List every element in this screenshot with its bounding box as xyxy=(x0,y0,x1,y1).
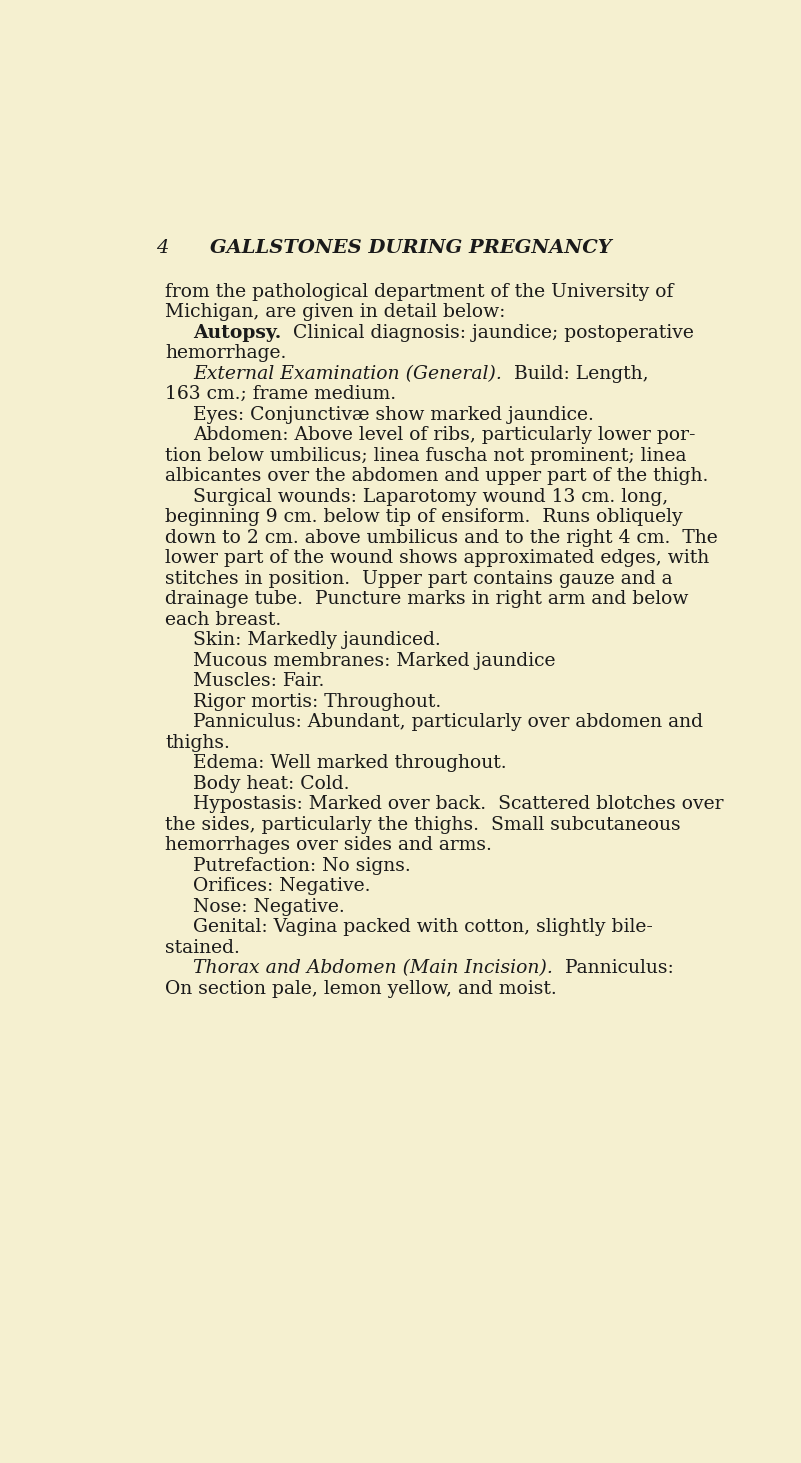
Text: Edema: Well marked throughout.: Edema: Well marked throughout. xyxy=(193,753,507,772)
Text: Clinical diagnosis: jaundice; postoperative: Clinical diagnosis: jaundice; postoperat… xyxy=(281,323,694,341)
Text: Build: Length,: Build: Length, xyxy=(502,364,649,383)
Text: albicantes over the abdomen and upper part of the thigh.: albicantes over the abdomen and upper pa… xyxy=(165,467,709,486)
Text: beginning 9 cm. below tip of ensiform.  Runs obliquely: beginning 9 cm. below tip of ensiform. R… xyxy=(165,508,683,527)
Text: GALLSTONES DURING PREGNANCY: GALLSTONES DURING PREGNANCY xyxy=(210,238,611,256)
Text: down to 2 cm. above umbilicus and to the right 4 cm.  The: down to 2 cm. above umbilicus and to the… xyxy=(165,528,718,547)
Text: Abdomen: Above level of ribs, particularly lower por-: Abdomen: Above level of ribs, particular… xyxy=(193,426,696,445)
Text: Panniculus: Abundant, particularly over abdomen and: Panniculus: Abundant, particularly over … xyxy=(193,712,703,732)
Text: hemorrhages over sides and arms.: hemorrhages over sides and arms. xyxy=(165,837,492,854)
Text: Rigor mortis: Throughout.: Rigor mortis: Throughout. xyxy=(193,692,441,711)
Text: Thorax and Abdomen (Main Incision).: Thorax and Abdomen (Main Incision). xyxy=(193,960,553,977)
Text: Hypostasis: Marked over back.  Scattered blotches over: Hypostasis: Marked over back. Scattered … xyxy=(193,794,724,813)
Text: each breast.: each breast. xyxy=(165,610,282,629)
Text: drainage tube.  Puncture marks in right arm and below: drainage tube. Puncture marks in right a… xyxy=(165,590,689,609)
Text: lower part of the wound shows approximated edges, with: lower part of the wound shows approximat… xyxy=(165,549,710,568)
Text: External Examination (General).: External Examination (General). xyxy=(193,364,502,383)
Text: Skin: Markedly jaundiced.: Skin: Markedly jaundiced. xyxy=(193,631,441,650)
Text: Mucous membranes: Marked jaundice: Mucous membranes: Marked jaundice xyxy=(193,651,556,670)
Text: On section pale, lemon yellow, and moist.: On section pale, lemon yellow, and moist… xyxy=(165,980,557,998)
Text: tion below umbilicus; linea fuscha not prominent; linea: tion below umbilicus; linea fuscha not p… xyxy=(165,446,686,465)
Text: the sides, particularly the thighs.  Small subcutaneous: the sides, particularly the thighs. Smal… xyxy=(165,816,681,834)
Text: 163 cm.; frame medium.: 163 cm.; frame medium. xyxy=(165,385,396,404)
Text: Putrefaction: No signs.: Putrefaction: No signs. xyxy=(193,857,411,875)
Text: Surgical wounds: Laparotomy wound 13 cm. long,: Surgical wounds: Laparotomy wound 13 cm.… xyxy=(193,487,669,506)
Text: Muscles: Fair.: Muscles: Fair. xyxy=(193,672,324,691)
Text: Body heat: Cold.: Body heat: Cold. xyxy=(193,774,350,793)
Text: thighs.: thighs. xyxy=(165,733,230,752)
Text: Nose: Negative.: Nose: Negative. xyxy=(193,898,345,916)
Text: Michigan, are given in detail below:: Michigan, are given in detail below: xyxy=(165,303,505,320)
Text: Genital: Vagina packed with cotton, slightly bile-: Genital: Vagina packed with cotton, slig… xyxy=(193,919,653,936)
Text: from the pathological department of the University of: from the pathological department of the … xyxy=(165,282,674,300)
Text: stained.: stained. xyxy=(165,939,240,957)
Text: hemorrhage.: hemorrhage. xyxy=(165,344,287,361)
Text: 4: 4 xyxy=(156,238,168,256)
Text: stitches in position.  Upper part contains gauze and a: stitches in position. Upper part contain… xyxy=(165,569,673,588)
Text: Panniculus:: Panniculus: xyxy=(553,960,674,977)
Text: Autopsy.: Autopsy. xyxy=(193,323,281,341)
Text: Orifices: Negative.: Orifices: Negative. xyxy=(193,878,371,895)
Text: Eyes: Conjunctivæ show marked jaundice.: Eyes: Conjunctivæ show marked jaundice. xyxy=(193,405,594,424)
